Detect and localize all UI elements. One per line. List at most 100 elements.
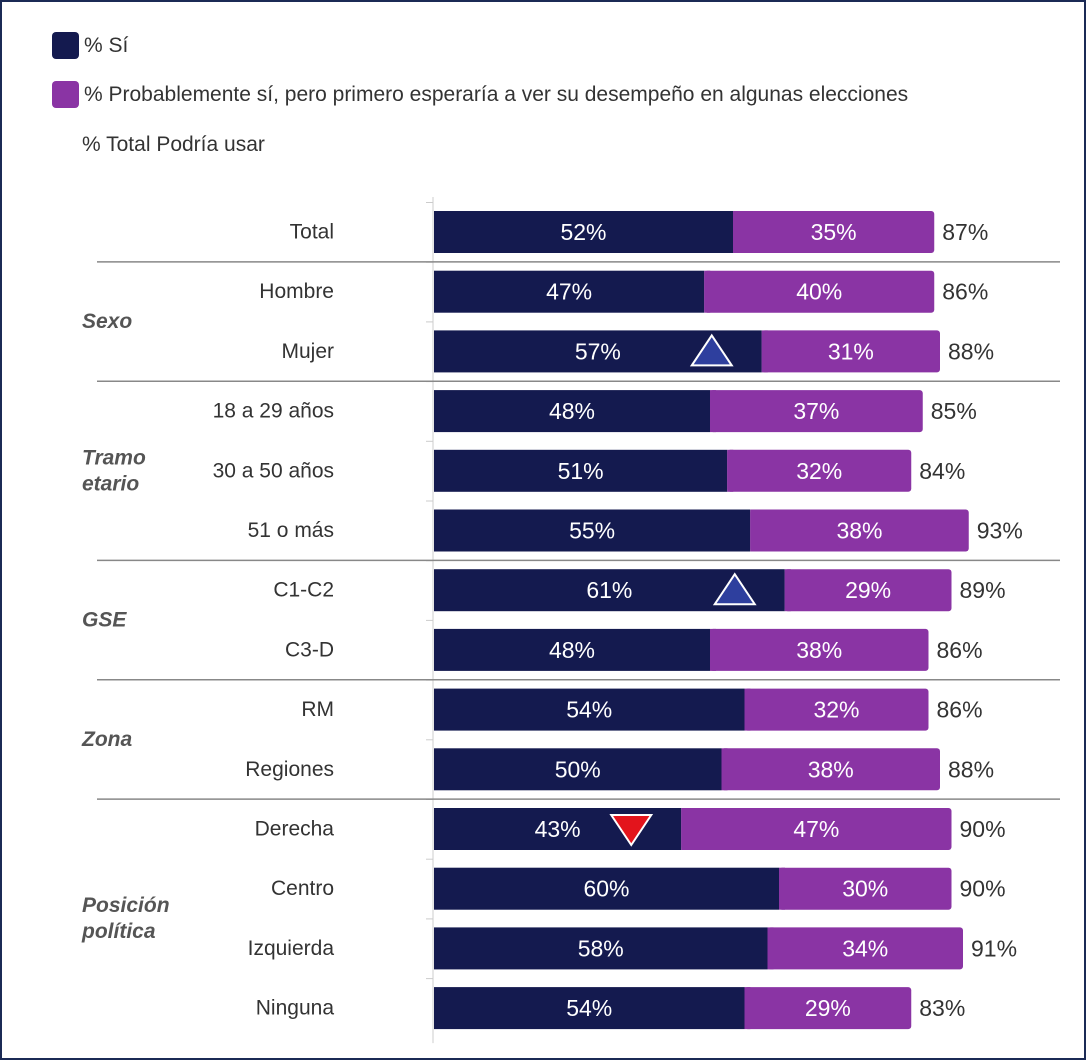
group-label: Posición: [82, 894, 170, 917]
data-label-probablemente: 29%: [845, 577, 891, 603]
data-label-si: 48%: [549, 637, 595, 663]
data-label-total: 90%: [960, 876, 1006, 902]
bar-si: [434, 987, 745, 1030]
bar-probablemente: [767, 927, 963, 970]
data-label-probablemente: 32%: [813, 697, 859, 723]
data-label-probablemente: 38%: [808, 756, 854, 782]
category-label: 51 o más: [248, 519, 334, 542]
data-label-si: 50%: [555, 756, 601, 782]
data-label-si: 43%: [535, 816, 581, 842]
bar-probablemente-joint: [761, 330, 768, 373]
data-label-total: 90%: [960, 816, 1006, 842]
data-label-total: 85%: [931, 398, 977, 424]
bar-probablemente-joint: [681, 808, 688, 850]
bar-si: [434, 449, 728, 492]
category-label: C3-D: [285, 638, 334, 661]
category-label: Derecha: [255, 818, 335, 841]
data-label-total: 86%: [942, 279, 988, 305]
significance-down-icon: [609, 814, 654, 847]
data-label-probablemente: 38%: [836, 518, 882, 544]
legend-label-si: % Sí: [84, 33, 129, 57]
bar-probablemente-joint: [710, 628, 716, 671]
category-label: 30 a 50 años: [213, 459, 334, 482]
legend-item-total: % Total Podría usar: [82, 133, 265, 157]
category-label: Mujer: [281, 340, 334, 363]
data-label-probablemente: 40%: [796, 279, 842, 305]
data-label-si: 51%: [558, 458, 604, 484]
bar-probablemente: [727, 449, 912, 492]
data-label-total: 87%: [942, 219, 988, 245]
group-label: GSE: [82, 609, 127, 632]
bar-probablemente: [761, 330, 940, 373]
bar-probablemente-joint: [750, 509, 757, 552]
group-label: Sexo: [82, 310, 132, 333]
data-label-total: 86%: [937, 637, 983, 663]
bar-probablemente-joint: [727, 449, 734, 492]
legend-swatch-probablemente: [52, 81, 79, 108]
data-label-total: 93%: [977, 518, 1023, 544]
bar-si: [434, 688, 745, 731]
bar-si: [434, 748, 722, 791]
category-label: Hombre: [259, 280, 334, 303]
category-label: C1-C2: [273, 579, 334, 602]
data-label-si: 57%: [575, 338, 621, 364]
legend-swatch-si: [52, 32, 79, 59]
group-label: política: [81, 920, 156, 943]
data-label-si: 55%: [569, 518, 615, 544]
bar-si: [434, 211, 733, 253]
data-label-si: 60%: [583, 876, 629, 902]
data-label-si: 61%: [586, 577, 632, 603]
group-label: Tramo: [82, 446, 146, 469]
category-label: Total: [290, 221, 334, 244]
bar-probablemente: [750, 509, 969, 552]
data-label-probablemente: 47%: [793, 816, 839, 842]
bar-probablemente: [710, 390, 923, 433]
bar-probablemente: [704, 270, 935, 313]
bar-probablemente: [681, 808, 952, 850]
data-label-probablemente: 34%: [842, 935, 888, 961]
bar-probablemente: [710, 628, 929, 671]
legend-item-probablemente: % Probablemente sí, pero primero esperar…: [52, 81, 908, 108]
bar-probablemente-joint: [710, 390, 716, 433]
legend-item-si: % Sí: [52, 32, 128, 59]
significance-up-icon: [712, 572, 757, 606]
data-label-total: 88%: [948, 756, 994, 782]
data-label-si: 47%: [546, 279, 592, 305]
category-label: Izquierda: [248, 937, 335, 960]
bar-probablemente: [784, 569, 952, 612]
category-label: Centro: [271, 877, 334, 900]
bar-probablemente: [744, 688, 929, 731]
data-label-si: 54%: [566, 697, 612, 723]
bar-si: [434, 509, 751, 552]
category-label: RM: [301, 698, 334, 721]
bar-probablemente-joint: [779, 867, 785, 910]
legend-label-total: % Total Podría usar: [82, 133, 265, 156]
data-label-total: 91%: [971, 935, 1017, 961]
data-label-probablemente: 37%: [793, 398, 839, 424]
bar-probablemente-joint: [744, 987, 751, 1030]
data-label-probablemente: 29%: [805, 995, 851, 1021]
data-label-si: 48%: [549, 398, 595, 424]
group-label: Zona: [81, 728, 132, 751]
bar-probablemente-joint: [744, 688, 751, 731]
group-label: etario: [82, 472, 139, 495]
data-label-probablemente: 31%: [828, 338, 874, 364]
bar-probablemente-joint: [704, 270, 711, 313]
category-label: 18 a 29 años: [213, 400, 334, 423]
significance-up-icon: [689, 333, 734, 367]
data-label-probablemente: 38%: [796, 637, 842, 663]
bar-probablemente-joint: [733, 211, 739, 253]
data-label-total: 86%: [937, 697, 983, 723]
category-label: Regiones: [245, 758, 334, 781]
bar-probablemente: [733, 211, 935, 253]
bar-probablemente-joint: [767, 927, 774, 970]
data-label-total: 89%: [960, 577, 1006, 603]
data-label-total: 83%: [919, 995, 965, 1021]
bar-si: [434, 628, 710, 671]
data-label-si: 52%: [560, 219, 606, 245]
data-label-total: 88%: [948, 338, 994, 364]
bar-probablemente-joint: [721, 748, 728, 791]
data-label-probablemente: 32%: [796, 458, 842, 484]
